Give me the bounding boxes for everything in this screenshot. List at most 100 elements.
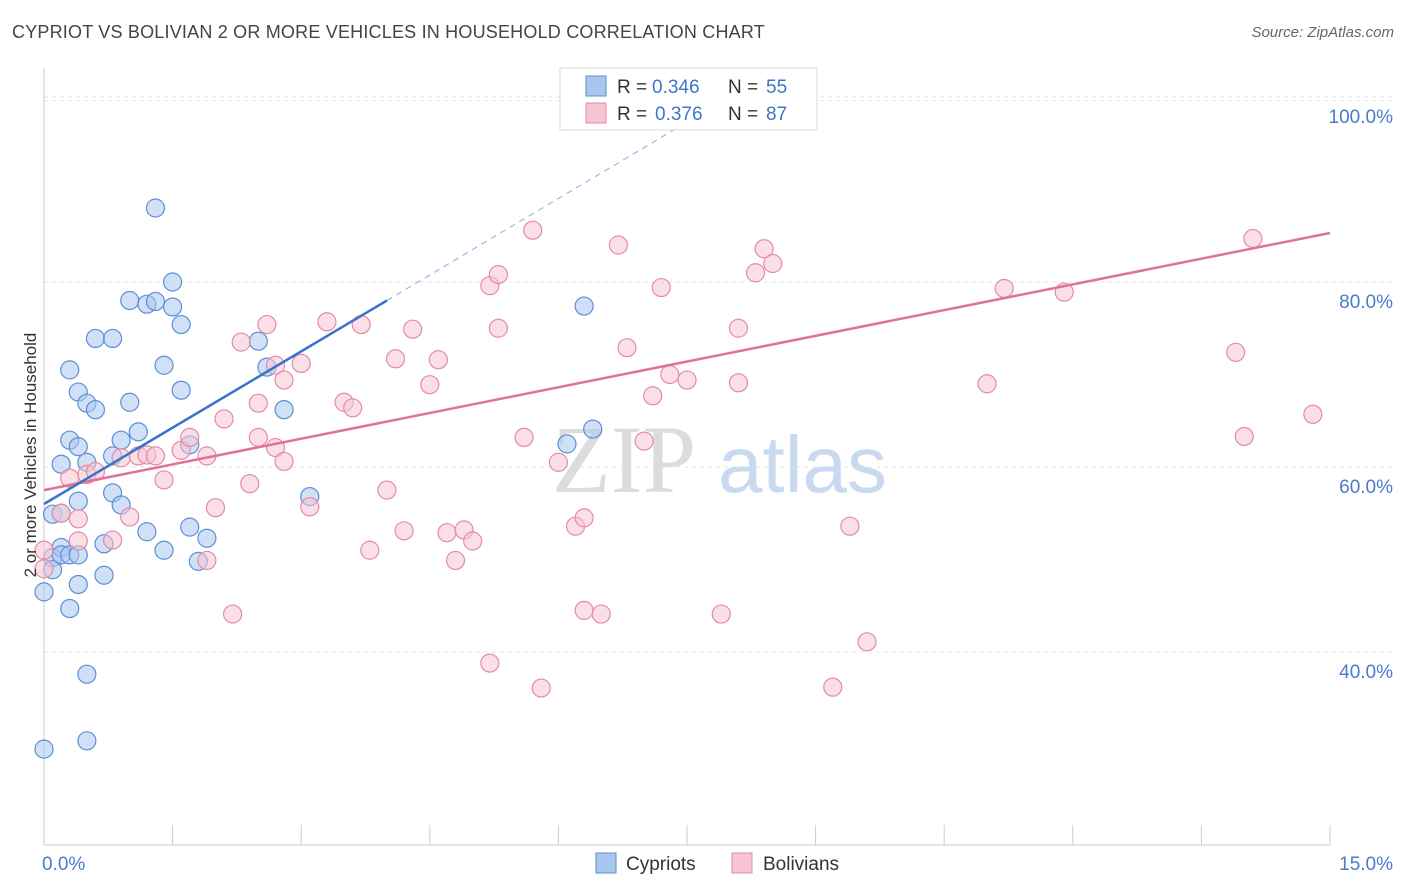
bolivian-point-21 — [223, 604, 243, 624]
bolivian-point-52 — [531, 678, 551, 698]
cypriot-point-19 — [77, 664, 97, 684]
cypriot-point-26 — [102, 328, 123, 349]
bolivian-point-41 — [420, 375, 440, 395]
trend-lines — [43, 101, 1331, 506]
bolivian-trend-line — [43, 231, 1331, 492]
bolivian-point-75 — [994, 278, 1014, 299]
bolivian-point-2 — [51, 503, 71, 523]
bolivian-point-71 — [823, 677, 843, 697]
legend-r-value-bolivians: 0.376 — [655, 104, 703, 125]
legend-n-label-cypriots: N = — [728, 77, 758, 98]
bolivian-point-51 — [523, 220, 543, 240]
y-axis-label: 2 or more Vehicles in Household — [21, 333, 40, 578]
bolivian-point-17 — [197, 550, 217, 571]
legend-r-value-cypriots: 0.346 — [652, 77, 700, 98]
bolivian-point-58 — [617, 338, 637, 358]
bolivian-point-37 — [377, 480, 397, 500]
cypriot-point-54 — [583, 419, 603, 439]
bolivian-point-84 — [548, 452, 569, 472]
bolivian-point-4 — [68, 531, 88, 551]
cypriot-point-6 — [51, 454, 71, 474]
cypriot-point-1 — [34, 582, 54, 602]
cypriot-point-15 — [68, 437, 88, 457]
legend-r-label-cypriots: R = — [617, 77, 647, 98]
cypriot-point-41 — [163, 297, 183, 317]
bolivian-point-68 — [745, 263, 766, 283]
bolivian-point-72 — [840, 516, 860, 536]
bolivian-point-59 — [634, 431, 654, 451]
chart-source: Source: ZipAtlas.com — [1251, 24, 1394, 41]
cypriot-point-31 — [120, 290, 140, 311]
cypriot-points — [34, 198, 603, 759]
cypriot-trend-extension — [386, 101, 722, 302]
cypriot-point-36 — [145, 198, 166, 218]
cypriot-point-44 — [180, 517, 200, 537]
cypriot-point-9 — [60, 598, 80, 619]
y-tick-label-100: 100.0% — [1329, 107, 1394, 128]
cypriot-point-39 — [154, 540, 174, 560]
bolivian-point-57 — [608, 235, 629, 255]
legend-n-value-cypriots: 55 — [766, 77, 787, 98]
x-tick-label-min: 0.0% — [42, 854, 85, 875]
bolivian-point-46 — [480, 653, 500, 673]
bolivian-point-85 — [463, 531, 483, 551]
cypriot-point-24 — [94, 565, 114, 585]
bolivian-point-10 — [120, 507, 140, 527]
y-tick-label-60: 60.0% — [1339, 477, 1393, 498]
cypriot-trend-line — [43, 299, 388, 506]
bolivian-point-29 — [274, 451, 294, 472]
legend-r-label-bolivians: R = — [617, 104, 647, 125]
bolivian-point-80 — [1303, 404, 1323, 424]
bolivian-point-14 — [154, 470, 174, 490]
bolivian-point-54 — [574, 600, 594, 620]
bolivian-point-74 — [977, 374, 997, 394]
bottom-legend-label-bolivians: Bolivians — [763, 854, 839, 875]
bolivian-point-5 — [68, 509, 88, 529]
bolivian-point-38 — [385, 349, 406, 369]
bottom-legend-swatch-bolivians — [731, 852, 753, 874]
gridlines — [44, 96, 1393, 653]
chart-title: CYPRIOT VS BOLIVIAN 2 OR MORE VEHICLES I… — [12, 22, 765, 42]
cypriot-point-38 — [154, 355, 174, 375]
bolivian-point-22 — [231, 332, 251, 352]
series-legend: Cypriots Bolivians — [595, 852, 839, 875]
bolivian-point-77 — [1226, 342, 1246, 362]
bolivian-point-63 — [677, 370, 697, 390]
cypriot-point-14 — [68, 491, 88, 511]
bolivian-point-8 — [102, 530, 123, 550]
bolivian-point-70 — [763, 253, 783, 274]
bolivian-point-36 — [360, 540, 380, 560]
cypriot-point-12 — [60, 360, 80, 380]
cypriot-point-18 — [77, 731, 97, 751]
bolivian-point-1 — [34, 559, 54, 579]
legend-n-label-bolivians: N = — [728, 104, 758, 125]
cypriot-point-32 — [120, 392, 140, 412]
cypriot-point-53 — [574, 296, 594, 316]
cypriot-point-13 — [68, 574, 88, 595]
bolivian-point-50 — [514, 427, 534, 447]
bottom-legend-label-cypriots: Cypriots — [626, 854, 696, 875]
x-tick-label-max: 15.0% — [1339, 854, 1393, 875]
bolivian-point-62 — [660, 364, 680, 385]
cypriot-point-29 — [111, 430, 131, 450]
bolivian-point-25 — [248, 393, 268, 413]
cypriot-point-40 — [163, 272, 183, 292]
bolivian-point-49 — [488, 318, 508, 338]
cypriot-point-35 — [137, 522, 157, 542]
bolivian-point-61 — [651, 277, 671, 298]
bolivian-point-31 — [300, 497, 320, 517]
bolivian-point-39 — [394, 521, 414, 541]
watermark-atlas: atlas — [718, 420, 887, 509]
cypriot-point-33 — [128, 422, 148, 442]
bolivian-point-24 — [248, 427, 268, 447]
bolivian-point-42 — [428, 350, 448, 370]
bolivian-point-26 — [257, 314, 277, 335]
bolivian-point-43 — [437, 523, 457, 543]
legend-n-value-bolivians: 87 — [766, 104, 787, 125]
cypriot-point-48 — [248, 331, 268, 351]
bolivian-point-60 — [643, 386, 663, 406]
cypriot-point-0 — [34, 739, 54, 759]
bolivian-point-13 — [145, 446, 166, 466]
watermark-zip: ZIP — [552, 406, 696, 513]
